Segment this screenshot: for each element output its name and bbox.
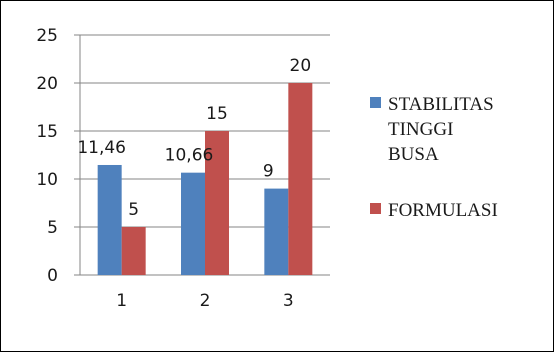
legend-label-series1: BUSA xyxy=(388,144,439,165)
y-tick-label: 20 xyxy=(36,74,58,94)
data-labels: 11,46 5 10,66 15 9 20 xyxy=(77,56,311,220)
y-tick-label: 0 xyxy=(47,266,58,286)
bar-series2-cat3 xyxy=(288,83,313,275)
legend-label-series1: STABILITAS xyxy=(388,94,494,115)
legend-swatch-series1 xyxy=(370,97,381,108)
y-tick-label: 5 xyxy=(47,218,58,238)
bars xyxy=(97,83,313,275)
data-label-series2-cat3: 20 xyxy=(290,56,312,76)
bar-series1-cat2 xyxy=(181,172,205,275)
bar-series2-cat1 xyxy=(121,227,146,275)
x-tick-label: 1 xyxy=(116,291,127,311)
y-tick-label: 15 xyxy=(36,122,58,142)
data-label-series1-cat1: 11,46 xyxy=(77,138,126,158)
x-tick-label: 3 xyxy=(283,291,294,311)
y-tick-label: 10 xyxy=(36,170,58,190)
legend: STABILITAS TINGGI BUSA FORMULASI xyxy=(370,94,498,221)
bar-series2-cat2 xyxy=(205,131,229,275)
legend-swatch-series2 xyxy=(370,203,381,214)
data-label-series2-cat1: 5 xyxy=(128,200,139,220)
y-axis-ticks: 0 5 10 15 20 25 xyxy=(36,26,58,286)
bar-series1-cat1 xyxy=(97,164,122,275)
bar-series1-cat3 xyxy=(264,188,289,275)
x-axis-ticks: 1 2 3 xyxy=(116,291,293,311)
x-tick-label: 2 xyxy=(200,291,211,311)
data-label-series1-cat2: 10,66 xyxy=(165,146,214,166)
legend-label-series1: TINGGI xyxy=(388,119,453,140)
data-label-series2-cat2: 15 xyxy=(206,104,228,124)
data-label-series1-cat3: 9 xyxy=(263,162,274,182)
y-tick-label: 25 xyxy=(36,26,58,46)
legend-label-series2: FORMULASI xyxy=(388,200,498,221)
